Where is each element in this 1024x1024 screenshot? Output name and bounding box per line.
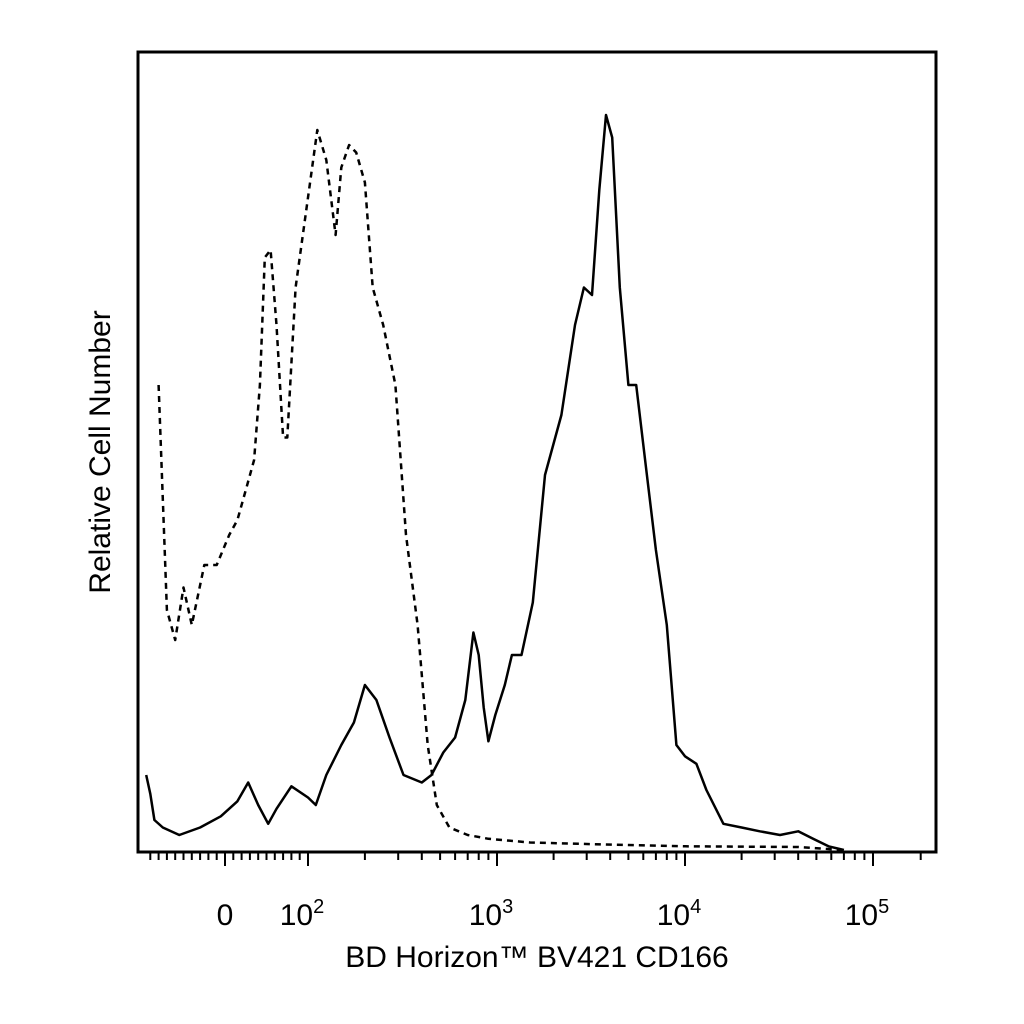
x-tick-label: 102 [280, 896, 325, 932]
y-axis-title: Relative Cell Number [84, 310, 117, 593]
x-tick-label: 103 [469, 896, 514, 932]
x-tick-label: 0 [217, 899, 234, 932]
tick-label-exponent: 2 [313, 896, 324, 918]
tick-label-base: 10 [280, 899, 313, 932]
series-line-dashed [157, 128, 844, 852]
x-axis-tick-labels: 0 102 103 104 105 [217, 896, 890, 932]
x-tick-label: 105 [845, 896, 890, 932]
series-line-solid [144, 113, 845, 852]
x-axis-title: BD Horizon™ BV421 CD166 [345, 941, 729, 974]
plot-frame [136, 50, 938, 854]
x-axis-ticks [149, 852, 922, 866]
tick-label-exponent: 5 [878, 896, 889, 918]
tick-label-exponent: 3 [502, 896, 513, 918]
tick-label-base: 10 [657, 899, 690, 932]
x-tick-label: 104 [657, 896, 702, 932]
series-layer [144, 113, 845, 852]
tick-label-base: 10 [845, 899, 878, 932]
tick-label-base: 10 [469, 899, 502, 932]
tick-label-exponent: 4 [690, 896, 701, 918]
